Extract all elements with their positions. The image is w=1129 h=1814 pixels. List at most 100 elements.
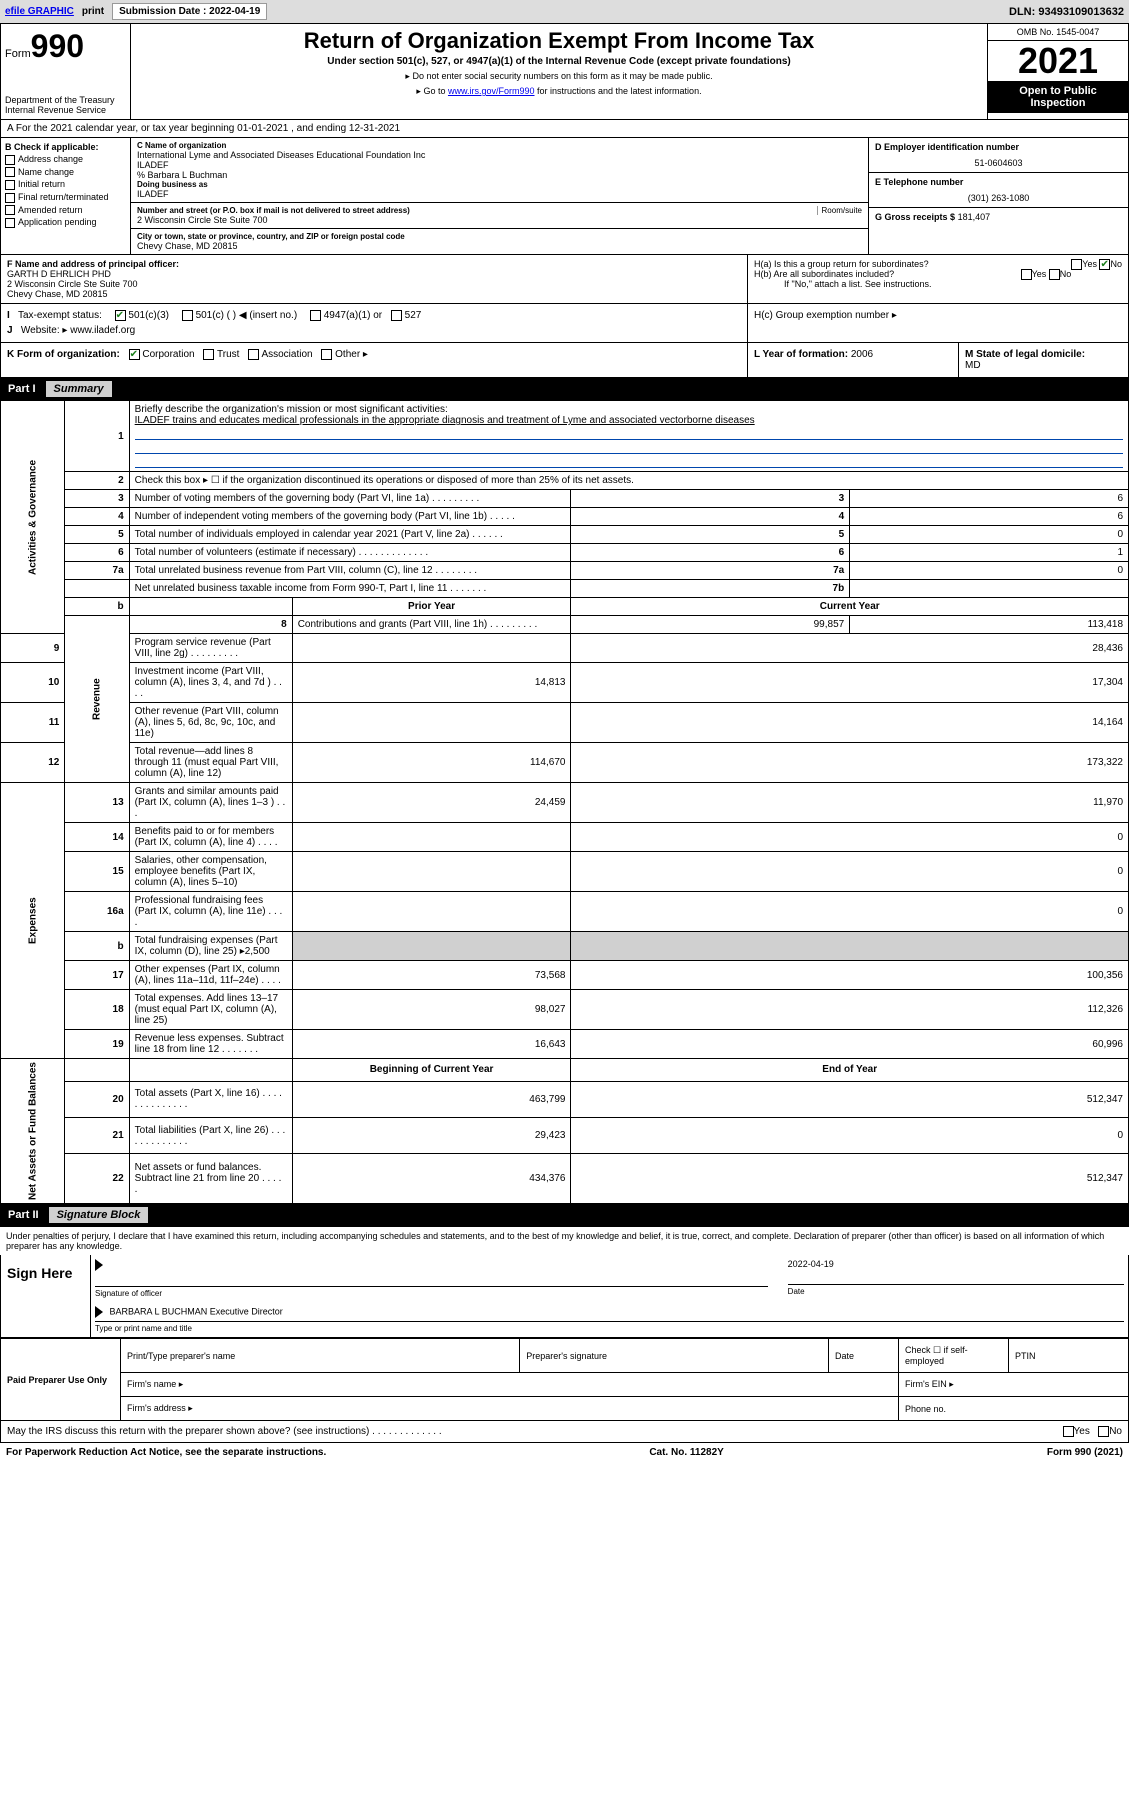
r4-n: 4	[65, 508, 129, 526]
opt-527: 527	[405, 310, 422, 321]
part-ii-label: Part II	[8, 1209, 49, 1221]
prep-ptin: PTIN	[1009, 1339, 1129, 1373]
r3-box: 3	[571, 490, 850, 508]
r3-v: 6	[850, 490, 1129, 508]
r8-c: 113,418	[850, 616, 1129, 634]
header-left: Form990 Department of the Treasury Inter…	[1, 24, 131, 119]
r11-n: 11	[1, 703, 65, 743]
r16b-p	[292, 932, 571, 961]
r19-t: Revenue less expenses. Subtract line 18 …	[129, 1030, 292, 1059]
i-label: Tax-exempt status:	[18, 310, 102, 321]
website-link[interactable]: www.iladef.org	[70, 325, 135, 336]
r6-t: Total number of volunteers (estimate if …	[129, 544, 571, 562]
principal-officer: F Name and address of principal officer:…	[1, 255, 748, 303]
opt-assoc: Association	[261, 349, 312, 360]
r3-t: Number of voting members of the governin…	[129, 490, 571, 508]
ha-no[interactable]	[1099, 259, 1110, 270]
street-label: Number and street (or P.O. box if mail i…	[137, 206, 862, 215]
col-c: C Name of organization International Lym…	[131, 138, 868, 254]
efile-link[interactable]: efile GRAPHIC	[5, 6, 74, 17]
form-number: 990	[31, 28, 84, 64]
r20-p: 463,799	[292, 1081, 571, 1117]
discuss-yes[interactable]	[1063, 1426, 1074, 1437]
check-addr-change[interactable]	[5, 155, 15, 165]
r13-t: Grants and similar amounts paid (Part IX…	[129, 783, 292, 823]
paid-preparer-table: Paid Preparer Use Only Print/Type prepar…	[0, 1338, 1129, 1421]
irs-link[interactable]: www.irs.gov/Form990	[448, 86, 535, 96]
hdr-prior: Prior Year	[292, 598, 571, 616]
check-4947[interactable]	[310, 310, 321, 321]
dba-label: Doing business as	[137, 180, 862, 189]
footer: For Paperwork Reduction Act Notice, see …	[0, 1443, 1129, 1462]
officer-addr1: 2 Wisconsin Circle Ste Suite 700	[7, 279, 741, 289]
check-trust[interactable]	[203, 349, 214, 360]
r12-n: 12	[1, 743, 65, 783]
date-label: Date	[788, 1287, 1124, 1296]
header-mid: Return of Organization Exempt From Incom…	[131, 24, 988, 119]
r13-c: 11,970	[571, 783, 1129, 823]
ha-yes[interactable]	[1071, 259, 1082, 270]
org-name: International Lyme and Associated Diseas…	[137, 150, 862, 160]
hc-group-exemption: H(c) Group exemption number ▸	[748, 304, 1128, 342]
check-assoc[interactable]	[248, 349, 259, 360]
check-initial[interactable]	[5, 180, 15, 190]
discuss-yes-lbl: Yes	[1074, 1426, 1090, 1437]
check-527[interactable]	[391, 310, 402, 321]
sign-here-label: Sign Here	[1, 1255, 91, 1337]
ein-value: 51-0604603	[875, 158, 1122, 168]
r19-p: 16,643	[292, 1030, 571, 1059]
check-501c[interactable]	[182, 310, 193, 321]
check-501c3[interactable]	[115, 310, 126, 321]
prep-selfemp: Check ☐ if self-employed	[899, 1339, 1009, 1373]
q1-text: Briefly describe the organization's miss…	[135, 404, 448, 415]
r12-t: Total revenue—add lines 8 through 11 (mu…	[129, 743, 292, 783]
r16a-t: Professional fundraising fees (Part IX, …	[129, 892, 292, 932]
lbl-app-pending: Application pending	[18, 217, 97, 227]
r16a-c: 0	[571, 892, 1129, 932]
print-label[interactable]: print	[82, 6, 104, 17]
ha-no-lbl: No	[1110, 259, 1122, 269]
lbl-amended: Amended return	[18, 205, 83, 215]
lbl-initial: Initial return	[18, 179, 65, 189]
r12-c: 173,322	[571, 743, 1129, 783]
l-value: 2006	[851, 349, 873, 360]
note-link: ▸ Go to www.irs.gov/Form990 for instruct…	[141, 86, 977, 97]
check-name-change[interactable]	[5, 167, 15, 177]
form-title: Return of Organization Exempt From Incom…	[141, 28, 977, 54]
r15-n: 15	[65, 852, 129, 892]
check-amended[interactable]	[5, 205, 15, 215]
discuss-no[interactable]	[1098, 1426, 1109, 1437]
officer-addr2: Chevy Chase, MD 20815	[7, 289, 741, 299]
ein-label: D Employer identification number	[875, 142, 1122, 152]
r17-n: 17	[65, 961, 129, 990]
city-value: Chevy Chase, MD 20815	[137, 241, 862, 251]
opt-other: Other ▸	[335, 349, 368, 360]
phone-value: (301) 263-1080	[875, 193, 1122, 203]
part-i-label: Part I	[8, 383, 46, 395]
form-word: Form	[5, 48, 31, 60]
m-label: M State of legal domicile:	[965, 349, 1085, 360]
r19-c: 60,996	[571, 1030, 1129, 1059]
check-final[interactable]	[5, 193, 15, 203]
hb-yes[interactable]	[1021, 269, 1032, 280]
hb-no[interactable]	[1049, 269, 1060, 280]
side-revenue: Revenue	[65, 616, 129, 783]
r21-t: Total liabilities (Part X, line 26) . . …	[129, 1117, 292, 1153]
opt-501c: 501(c) ( ) ◀ (insert no.)	[196, 310, 298, 321]
opt-501c3: 501(c)(3)	[128, 310, 169, 321]
r14-p	[292, 823, 571, 852]
top-bar: efile GRAPHIC print Submission Date : 20…	[0, 0, 1129, 23]
r6-v: 1	[850, 544, 1129, 562]
check-other[interactable]	[321, 349, 332, 360]
discuss-text: May the IRS discuss this return with the…	[7, 1426, 442, 1437]
check-corp[interactable]	[129, 349, 140, 360]
r16b-t: Total fundraising expenses (Part IX, col…	[129, 932, 292, 961]
firm-name-lbl: Firm's name ▸	[121, 1373, 899, 1397]
sign-date: 2022-04-19	[788, 1259, 1124, 1269]
lbl-name-change: Name change	[18, 167, 74, 177]
org-careof: % Barbara L Buchman	[137, 170, 862, 180]
r12-p: 114,670	[292, 743, 571, 783]
org-iladef: ILADEF	[137, 160, 862, 170]
check-app-pending[interactable]	[5, 218, 15, 228]
note-ssn: ▸ Do not enter social security numbers o…	[141, 71, 977, 82]
